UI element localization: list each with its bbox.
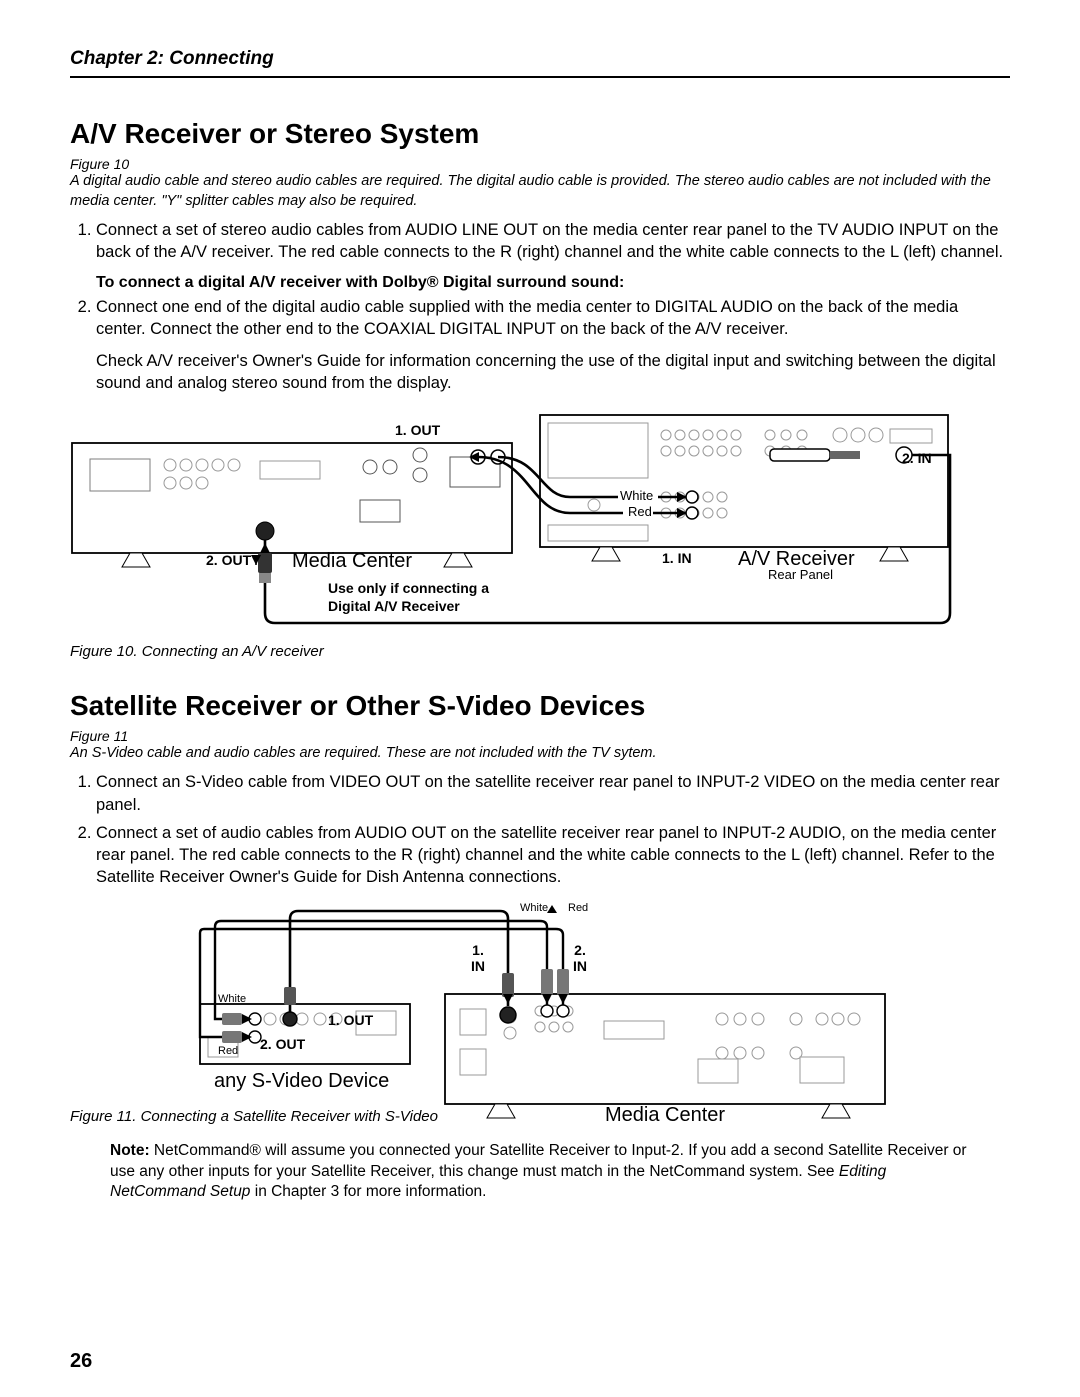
media-center-box-2	[445, 994, 885, 1118]
section1-step2: Connect one end of the digital audio cab…	[96, 296, 1010, 341]
note-box: Note: NetCommand® will assume you connec…	[110, 1141, 970, 1204]
section1-figref: Figure 10	[70, 156, 1010, 172]
section1-step2b: Check A/V receiver's Owner's Guide for i…	[96, 350, 1010, 395]
section2-title: Satellite Receiver or Other S-Video Devi…	[70, 690, 1010, 722]
red-label: Red	[628, 504, 652, 519]
use-note2: Digital A/V Receiver	[328, 598, 460, 614]
figure10-caption: Figure 10. Connecting an A/V receiver	[70, 643, 1010, 660]
white-label: White	[620, 488, 653, 503]
use-note1: Use only if connecting a	[328, 580, 489, 596]
section1-step1: Connect a set of stereo audio cables fro…	[96, 219, 1010, 264]
label-out1: 1. OUT	[395, 422, 441, 438]
label-in2a: 2.	[574, 942, 586, 958]
media-center-box	[72, 443, 512, 567]
section2-intro: An S-Video cable and audio cables are re…	[70, 744, 1010, 764]
label-in1b: IN	[471, 958, 485, 974]
label-media-center: Media Center	[292, 550, 412, 572]
figure11-diagram: White Red White Red 1. IN 2. IN 1. OUT 2…	[70, 899, 1080, 1124]
page: Chapter 2: Connecting A/V Receiver or St…	[0, 0, 1080, 1397]
section1-steps2: Connect one end of the digital audio cab…	[70, 296, 1010, 341]
label-in2b: IN	[573, 958, 587, 974]
note-tail: in Chapter 3 for more information.	[250, 1183, 486, 1200]
section2-figref: Figure 11	[70, 728, 1010, 744]
label-in1a: 1.	[472, 942, 484, 958]
page-number: 26	[70, 1350, 92, 1373]
figure11-caption: Figure 11. Connecting a Satellite Receiv…	[70, 1108, 1010, 1125]
figure10-diagram: White Red 1. OUT 2. OUT 1. IN 2. IN Medi…	[70, 405, 1010, 637]
label-out1-d2: 1. OUT	[328, 1012, 374, 1028]
section1-title: A/V Receiver or Stereo System	[70, 118, 1010, 150]
white-label-left: White	[218, 993, 246, 1005]
section2-step2: Connect a set of audio cables from AUDIO…	[96, 822, 1010, 889]
label-out2: 2. OUT	[206, 552, 252, 568]
section1-intro: A digital audio cable and stereo audio c…	[70, 172, 1010, 211]
av-receiver-box	[540, 415, 948, 561]
section1-sub-bold: To connect a digital A/V receiver with D…	[96, 274, 1010, 292]
red-label-left: Red	[218, 1045, 238, 1057]
label-media-center-2: Media Center	[605, 1104, 725, 1124]
white-label-top: White	[520, 902, 548, 914]
section2-steps: Connect an S-Video cable from VIDEO OUT …	[70, 771, 1010, 888]
label-in1: 1. IN	[662, 550, 692, 566]
red-label-top: Red	[568, 902, 588, 914]
label-svideo-device: any S-Video Device	[214, 1070, 389, 1092]
label-rear-panel: Rear Panel	[768, 567, 833, 582]
chapter-header: Chapter 2: Connecting	[70, 48, 1010, 78]
section2-step1: Connect an S-Video cable from VIDEO OUT …	[96, 771, 1010, 816]
section1-steps: Connect a set of stereo audio cables fro…	[70, 219, 1010, 264]
label-in2: 2. IN	[902, 450, 932, 466]
label-out2-d2: 2. OUT	[260, 1036, 306, 1052]
note-prefix: Note:	[110, 1142, 150, 1159]
